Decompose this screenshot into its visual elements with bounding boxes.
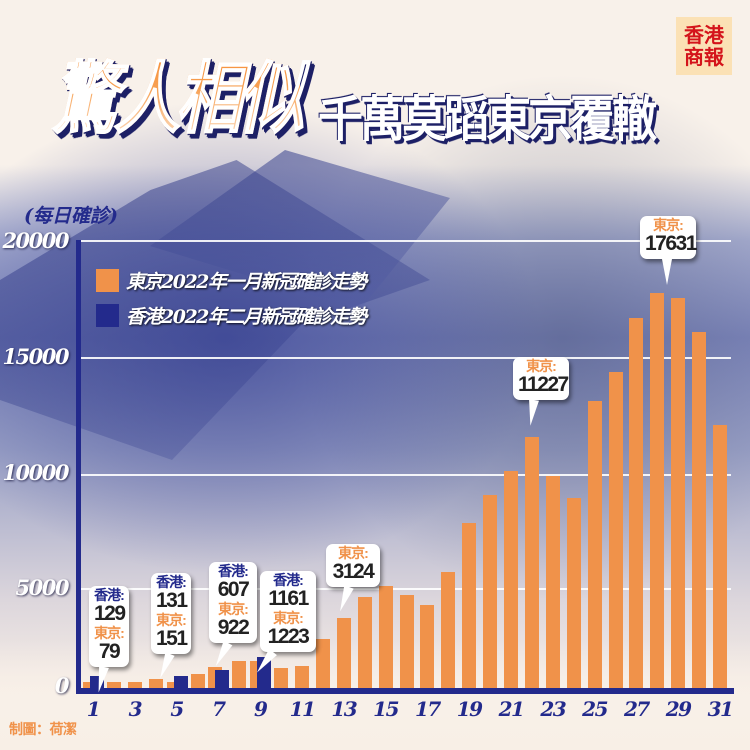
- x-tick-31: 31: [707, 697, 734, 721]
- legend-label-tokyo: 東京2022年一月新冠確診走勢: [126, 271, 367, 293]
- bar-tokyo-day-6: [190, 673, 205, 688]
- headline-subtitle: 千萬莫蹈東京覆轍: [318, 90, 657, 149]
- bar-tokyo-day-15: [378, 585, 393, 688]
- bar-tokyo-day-29: [671, 297, 686, 688]
- x-tick-7: 7: [212, 697, 226, 721]
- bar-tokyo-day-22: [524, 436, 539, 688]
- bar-tokyo-day-8: [232, 660, 247, 688]
- callout-hk-label: 香港:: [218, 563, 249, 579]
- callout-hk-label: 香港:: [94, 587, 125, 603]
- bar-tokyo-day-2: [106, 682, 121, 688]
- gridline-10000: [81, 474, 731, 476]
- x-tick-21: 21: [498, 697, 525, 721]
- callout-hk-label: 香港:: [273, 572, 304, 588]
- callout-hk-value: 131: [156, 589, 188, 612]
- bar-tokyo-day-24: [566, 497, 581, 688]
- y-axis-unit-label: (每日確診): [24, 205, 118, 227]
- x-tick-3: 3: [128, 697, 143, 721]
- bar-hongkong-day-7: [215, 669, 230, 688]
- callout-day-28: 東京: 17631: [640, 216, 697, 259]
- y-tick-10000: 10000: [2, 460, 69, 485]
- callout-tokyo-value: 1223: [267, 625, 310, 648]
- callout-tokyo-value: 79: [98, 640, 121, 663]
- callout-hk-value: 129: [94, 602, 126, 625]
- x-axis: [76, 688, 734, 694]
- callout-hk-value: 607: [217, 578, 250, 601]
- callout-tokyo-value: 151: [156, 627, 188, 650]
- x-tick-9: 9: [253, 697, 268, 721]
- gridline-5000: [81, 588, 731, 590]
- y-axis: [76, 240, 81, 691]
- callout-day-9: 香港: 1161 東京: 1223: [260, 571, 316, 652]
- headline-title: 驚人相似: [51, 36, 305, 149]
- callout-tokyo-label: 東京:: [218, 601, 249, 617]
- x-tick-17: 17: [414, 697, 441, 721]
- callout-day-13: 東京: 3124: [326, 544, 380, 587]
- bar-tokyo-day-17: [420, 604, 435, 688]
- bar-tokyo-day-31: [713, 424, 727, 688]
- bar-tokyo-day-14: [357, 597, 372, 688]
- x-tick-25: 25: [582, 697, 608, 721]
- chart-legend: 東京2022年一月新冠確診走勢 香港2022年二月新冠確診走勢: [96, 263, 367, 333]
- x-tick-15: 15: [373, 697, 399, 721]
- callout-tokyo-value: 3124: [332, 560, 375, 583]
- callout-tokyo-label: 東京:: [273, 610, 304, 626]
- callout-day-22: 東京: 11227: [513, 357, 569, 400]
- bar-tokyo-day-11: [295, 666, 309, 688]
- chart-credit: 制圖：荷潔: [9, 722, 77, 738]
- callout-day-5: 香港: 131 東京: 151: [151, 573, 191, 654]
- bar-tokyo-day-3: [127, 682, 142, 688]
- x-tick-5: 5: [170, 697, 184, 721]
- bar-tokyo-day-19: [462, 522, 477, 688]
- x-tick-19: 19: [456, 697, 483, 721]
- x-tick-23: 23: [540, 697, 566, 721]
- logo-line-1: 香港: [684, 23, 724, 47]
- bar-tokyo-day-13: [336, 618, 351, 688]
- legend-label-hongkong: 香港2022年二月新冠確診走勢: [126, 306, 367, 328]
- callout-tokyo-label: 東京:: [653, 217, 684, 233]
- x-tick-13: 13: [331, 697, 357, 721]
- gridline-15000: [81, 357, 731, 359]
- callout-tokyo-label: 東京:: [156, 612, 187, 628]
- y-tick-5000: 5000: [15, 575, 70, 600]
- y-tick-0: 0: [54, 673, 70, 698]
- y-tick-15000: 15000: [2, 344, 69, 369]
- bar-tokyo-day-26: [608, 372, 623, 688]
- bar-tokyo-day-16: [399, 594, 414, 688]
- callout-tokyo-value: 11227: [518, 373, 569, 396]
- bar-tokyo-day-20: [483, 494, 498, 688]
- legend-swatch-tokyo: [96, 269, 119, 292]
- legend-item-hongkong: 香港2022年二月新冠確診走勢: [96, 298, 367, 333]
- newspaper-logo: 香港 商報: [676, 17, 732, 75]
- bar-tokyo-day-4: [148, 679, 163, 688]
- logo-line-2: 商報: [684, 45, 724, 69]
- callout-tokyo-value: 922: [217, 616, 250, 639]
- legend-item-tokyo: 東京2022年一月新冠確診走勢: [96, 263, 367, 298]
- x-tick-1: 1: [86, 697, 101, 721]
- x-tick-29: 29: [665, 697, 692, 721]
- callout-tokyo-value: 17631: [645, 232, 697, 255]
- callout-tokyo-label: 東京:: [526, 358, 557, 374]
- y-tick-20000: 20000: [2, 228, 69, 253]
- callout-tokyo-label: 東京:: [94, 625, 125, 641]
- legend-swatch-hongkong: [96, 304, 119, 327]
- bar-tokyo-day-30: [692, 331, 707, 688]
- bar-tokyo-day-10: [274, 668, 289, 688]
- callout-tokyo-label: 東京:: [338, 545, 369, 561]
- callout-day-1: 香港: 129 東京: 79: [89, 586, 129, 667]
- bar-tokyo-day-21: [504, 470, 518, 688]
- bar-tokyo-day-18: [441, 571, 456, 688]
- bar-tokyo-day-12: [315, 638, 330, 688]
- gridline-20000: [81, 240, 731, 242]
- bar-tokyo-day-28: [650, 293, 665, 688]
- bar-hongkong-day-5: [173, 676, 188, 688]
- bar-tokyo-day-23: [545, 475, 560, 688]
- bar-tokyo-day-27: [629, 317, 644, 688]
- callout-hk-label: 香港:: [156, 574, 187, 590]
- callout-day-7: 香港: 607 東京: 922: [209, 562, 257, 643]
- x-tick-11: 11: [289, 697, 316, 721]
- bar-tokyo-day-25: [587, 400, 602, 688]
- callout-hk-value: 1161: [268, 587, 309, 610]
- x-tick-27: 27: [623, 697, 650, 721]
